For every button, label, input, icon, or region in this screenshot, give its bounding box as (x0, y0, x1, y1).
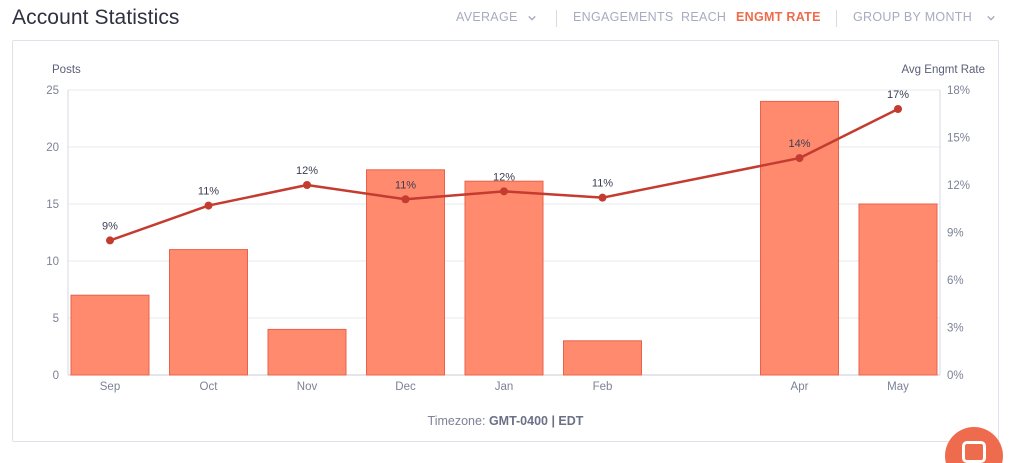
data-label: 11% (592, 178, 613, 190)
chevron-down-icon[interactable] (528, 14, 536, 22)
x-tick-label: Dec (395, 381, 416, 393)
x-tick-label: Jan (495, 381, 514, 393)
timezone-footer: Timezone: GMT-0400 | EDT (12, 414, 999, 428)
average-dropdown[interactable]: AVERAGE (456, 10, 518, 24)
x-tick-label: Nov (297, 381, 318, 393)
data-label: 11% (395, 179, 416, 191)
y-right-tick-label: 0% (947, 370, 964, 382)
data-label: 9% (102, 220, 118, 232)
engagement-rate-line (109, 107, 899, 242)
line-point (303, 181, 311, 189)
bar (169, 249, 248, 376)
data-label: 14% (788, 138, 810, 150)
bar (70, 294, 150, 376)
line-series (106, 105, 902, 245)
y-left-tick-label: 10 (46, 256, 59, 268)
line-point (795, 154, 804, 163)
y-left-tick-label: 15 (46, 199, 59, 211)
line-point (894, 105, 902, 113)
chat-icon (962, 441, 986, 463)
x-tick-label: May (887, 381, 909, 393)
tab-reach[interactable]: REACH (681, 10, 727, 24)
line-point (598, 193, 607, 202)
y-left-tick-label: 0 (53, 370, 59, 382)
tab-engagements[interactable]: ENGAGEMENTS (573, 10, 674, 24)
toolbar-divider (836, 10, 837, 27)
page-title: Account Statistics (12, 6, 180, 29)
y-axis-right-label: Avg Engmt Rate (901, 64, 985, 76)
bar (563, 340, 642, 376)
x-tick-label: Oct (200, 381, 219, 393)
bar (858, 203, 938, 376)
data-label: 17% (887, 89, 909, 101)
line-point (106, 236, 114, 245)
y-right-tick-label: 9% (947, 228, 964, 240)
chart-labels: 0 5 10 15 20 25 0% 3% 6% 9% 12% 15% 18% Sep Oct Nov Dec J… (46, 85, 970, 393)
line-point (401, 195, 410, 204)
bar (366, 169, 445, 376)
data-label: 12% (493, 171, 515, 183)
bar (464, 180, 544, 376)
x-tick-label: Apr (791, 381, 809, 393)
y-right-tick-label: 15% (947, 133, 970, 145)
y-right-tick-label: 3% (947, 323, 964, 335)
y-right-tick-label: 18% (947, 85, 970, 97)
group-by-dropdown[interactable]: GROUP BY MONTH (853, 10, 973, 24)
x-tick-label: Feb (593, 381, 613, 393)
timezone-label: Timezone: (427, 414, 486, 428)
data-label: 12% (296, 165, 318, 177)
y-right-tick-label: 6% (947, 275, 964, 287)
x-tick-label: Sep (100, 381, 120, 393)
bar (760, 100, 839, 376)
tab-engmt-rate[interactable]: ENGMT RATE (736, 10, 821, 24)
timezone-value: GMT-0400 | EDT (488, 414, 584, 428)
y-left-tick-label: 20 (46, 142, 59, 154)
y-right-tick-label: 12% (947, 180, 970, 192)
toolbar-divider (556, 10, 557, 27)
bar-series (70, 100, 938, 376)
data-label: 11% (198, 186, 219, 198)
y-left-tick-label: 5 (53, 313, 59, 325)
line-point (204, 201, 213, 210)
chevron-down-icon[interactable] (987, 14, 995, 22)
y-axis-left-label: Posts (52, 64, 81, 76)
bar (267, 328, 347, 376)
y-left-tick-label: 25 (46, 85, 59, 97)
line-point (500, 187, 508, 196)
